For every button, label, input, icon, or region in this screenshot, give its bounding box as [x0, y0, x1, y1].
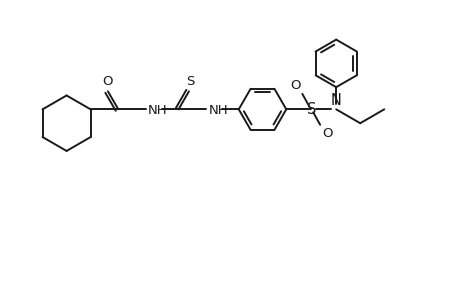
Text: S: S	[186, 75, 194, 88]
Text: O: O	[290, 79, 300, 92]
Text: O: O	[103, 75, 113, 88]
Text: S: S	[306, 102, 316, 117]
Text: NH: NH	[148, 104, 168, 117]
Text: NH: NH	[208, 104, 228, 117]
Text: N: N	[331, 93, 342, 108]
Text: O: O	[322, 127, 333, 140]
